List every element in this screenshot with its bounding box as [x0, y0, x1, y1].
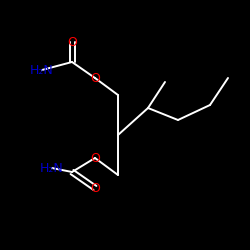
Text: H₂N: H₂N	[40, 162, 64, 174]
Text: O: O	[67, 36, 77, 49]
Text: O: O	[90, 152, 100, 164]
Text: O: O	[90, 182, 100, 194]
Text: O: O	[90, 72, 100, 85]
Text: H₂N: H₂N	[30, 64, 54, 76]
